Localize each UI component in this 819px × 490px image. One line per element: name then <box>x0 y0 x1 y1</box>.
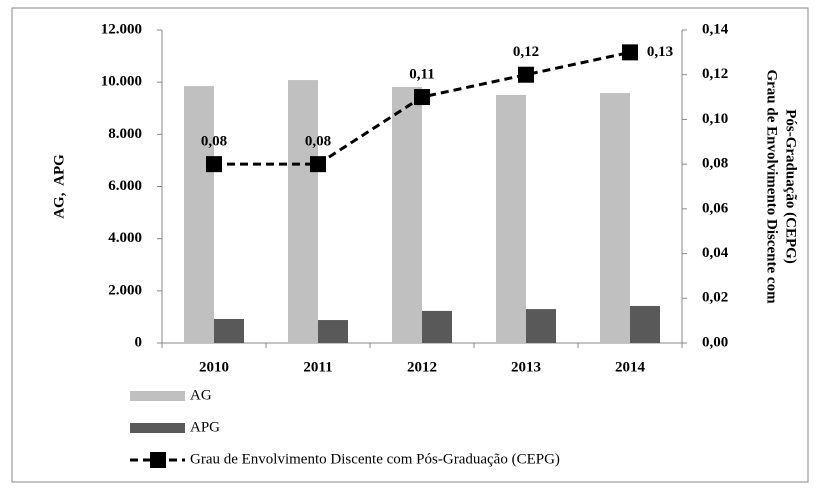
y2-tick-label: 0,04 <box>702 245 729 261</box>
y2-tick-label: 0,08 <box>702 156 728 172</box>
y-tick-label: 6.000 <box>108 178 142 194</box>
bar <box>496 94 526 343</box>
x-tick-label: 2013 <box>511 359 541 375</box>
data-label: 0,08 <box>305 134 331 150</box>
y-tick-label: 12.000 <box>101 21 142 37</box>
bar <box>288 80 318 343</box>
bar <box>600 92 630 344</box>
marker <box>206 156 222 173</box>
y2-tick-label: 0,12 <box>702 66 728 82</box>
marker <box>622 44 638 61</box>
x-tick-label: 2010 <box>199 359 229 375</box>
marker <box>414 89 430 106</box>
marker <box>310 156 326 173</box>
y2-tick-label: 0,14 <box>702 21 729 37</box>
y2-axis-title: Pós-Graduação (CEPG) <box>783 109 799 264</box>
legend-marker <box>150 452 166 468</box>
bar <box>422 310 452 343</box>
bar <box>214 319 244 343</box>
y2-axis-title: Grau de Envolvimento Discente com <box>764 69 780 304</box>
data-label: 0,11 <box>409 67 434 83</box>
bar <box>630 305 660 343</box>
y-tick-label: 4.000 <box>108 230 142 246</box>
data-label: 0,13 <box>647 44 673 60</box>
y-tick-label: 2.000 <box>108 282 142 298</box>
y2-tick-label: 0,02 <box>702 290 728 306</box>
y-tick-label: 0 <box>135 334 143 350</box>
data-label: 0,12 <box>513 44 539 60</box>
bar <box>526 309 556 343</box>
legend-label: Grau de Envolvimento Discente com Pós-Gr… <box>190 451 560 467</box>
legend-label: APG <box>190 419 220 435</box>
data-label: 0,08 <box>201 134 227 150</box>
x-tick-label: 2012 <box>407 359 437 375</box>
legend-swatch <box>130 423 185 433</box>
x-tick-label: 2014 <box>615 359 646 375</box>
frame <box>11 7 809 483</box>
x-tick-label: 2011 <box>303 359 332 375</box>
legend-swatch <box>130 391 185 401</box>
y2-tick-label: 0,10 <box>702 111 728 127</box>
bar <box>184 86 214 344</box>
y2-tick-label: 0,00 <box>702 334 728 350</box>
y-tick-label: 8.000 <box>108 126 142 142</box>
bar <box>318 320 348 343</box>
bar <box>392 86 422 344</box>
marker <box>518 66 534 83</box>
y2-tick-label: 0,06 <box>702 200 729 216</box>
y-tick-label: 10.000 <box>101 74 142 90</box>
y-axis-title: AG, APG <box>51 154 67 219</box>
legend-label: AG <box>190 387 212 403</box>
